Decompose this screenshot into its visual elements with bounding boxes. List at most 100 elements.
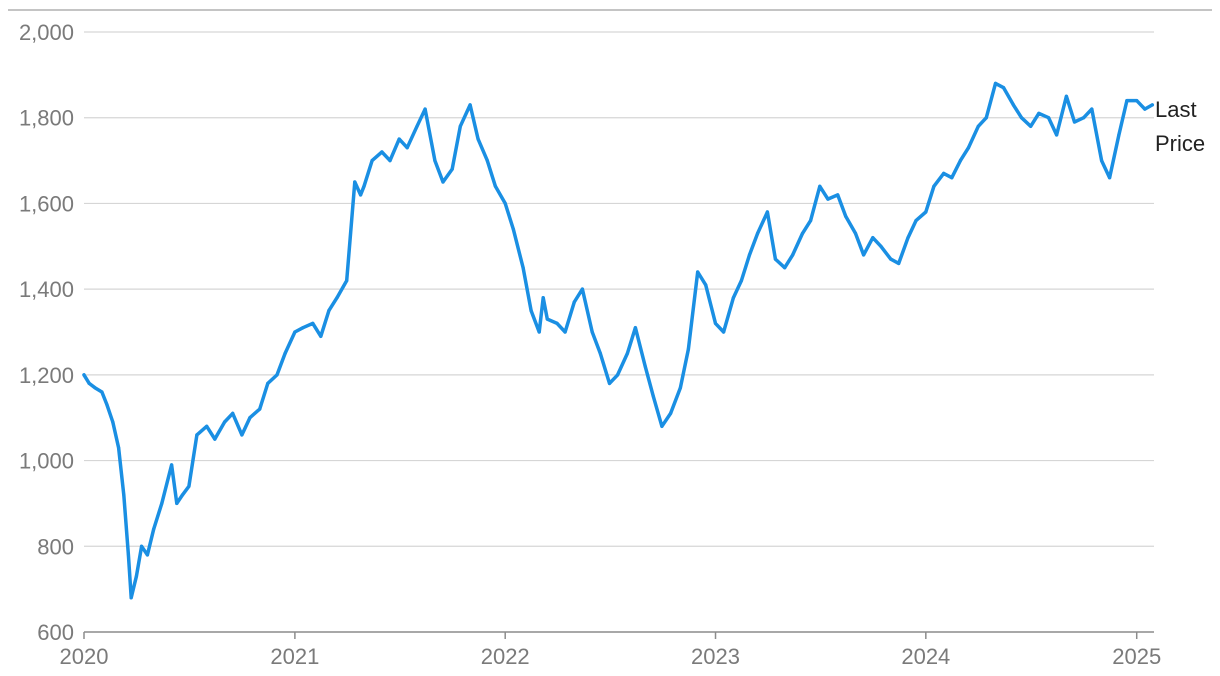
data-point (836, 193, 840, 197)
data-point (598, 351, 602, 355)
data-point (359, 193, 363, 197)
data-point (731, 296, 736, 300)
data-point (1002, 86, 1006, 90)
data-point (122, 493, 126, 497)
data-point (248, 416, 252, 420)
x-tick-label: 2021 (270, 644, 319, 669)
data-point (1125, 99, 1129, 103)
y-tick-label: 1,800 (19, 106, 74, 131)
data-point (405, 146, 409, 150)
data-point (87, 381, 91, 385)
data-point (266, 381, 270, 385)
y-tick-label: 1,600 (19, 191, 74, 216)
x-tick-label: 2024 (901, 644, 950, 669)
data-point (800, 231, 805, 235)
data-point (1037, 111, 1041, 115)
data-point (563, 330, 567, 334)
data-point (713, 321, 718, 325)
data-point (129, 596, 133, 600)
y-tick-label: 1,000 (19, 449, 74, 474)
data-point (503, 201, 507, 205)
data-point (231, 411, 235, 415)
data-point (1135, 99, 1139, 103)
data-point (942, 171, 946, 175)
x-tick-label: 2022 (481, 644, 530, 669)
data-point (187, 484, 191, 488)
data-point (126, 553, 130, 557)
data-point (468, 103, 472, 107)
data-point (773, 257, 778, 261)
data-point (529, 309, 533, 313)
x-axis-tick-marks (83, 632, 1138, 639)
data-point (160, 501, 164, 505)
data-point (301, 326, 305, 330)
data-point (145, 553, 149, 557)
data-point (862, 253, 866, 257)
data-point (747, 253, 752, 257)
data-point (380, 150, 384, 154)
data-point (879, 244, 883, 248)
data-point (117, 446, 121, 450)
data-point (678, 386, 683, 390)
data-point (722, 330, 726, 334)
data-point (415, 124, 419, 128)
data-point (213, 437, 217, 441)
data-point (555, 321, 559, 325)
data-point (1047, 116, 1051, 120)
data-point (493, 184, 497, 188)
data-point (616, 373, 620, 377)
data-point (327, 309, 331, 313)
data-point (1072, 120, 1077, 124)
data-point (1150, 103, 1154, 107)
data-point (335, 296, 339, 300)
data-point (950, 176, 954, 180)
data-point (976, 124, 980, 128)
data-point (319, 334, 323, 338)
data-point (311, 321, 315, 325)
data-point (660, 424, 664, 428)
data-point (82, 373, 86, 377)
data-point (1082, 116, 1086, 120)
data-point (844, 214, 848, 218)
data-point (545, 317, 549, 321)
y-tick-label: 2,000 (19, 20, 74, 45)
data-point (370, 159, 374, 163)
data-point (906, 236, 910, 240)
y-tick-label: 800 (37, 534, 74, 559)
data-point (924, 210, 928, 214)
data-point (696, 270, 700, 274)
data-point (958, 159, 963, 163)
data-point (572, 300, 576, 304)
x-axis-tick-labels: 2020 2021 2022 2023 2024 2025 (60, 644, 1162, 669)
data-point (541, 296, 545, 300)
data-point (643, 364, 647, 368)
data-point (1100, 159, 1104, 163)
data-point (1108, 176, 1112, 180)
data-point (1117, 133, 1121, 137)
x-tick-label: 2023 (691, 644, 740, 669)
data-point (580, 287, 585, 291)
data-point (388, 159, 392, 163)
data-point (511, 227, 515, 231)
series-label: Last Price (1155, 97, 1205, 156)
data-point (152, 527, 156, 531)
data-point (1019, 116, 1024, 120)
data-point (111, 420, 115, 424)
data-point (1055, 133, 1059, 137)
data-point (93, 386, 97, 390)
data-point (362, 184, 366, 188)
data-point (275, 373, 279, 377)
series-line (82, 81, 1155, 600)
x-tick-label: 2025 (1112, 644, 1161, 669)
data-point (826, 197, 830, 201)
data-point (423, 107, 427, 111)
data-point (932, 184, 936, 188)
x-tick-label: 2020 (60, 644, 109, 669)
data-point (607, 381, 612, 385)
data-point (1143, 107, 1147, 111)
data-point (195, 433, 199, 437)
y-tick-label: 1,200 (19, 363, 74, 388)
data-point (476, 137, 480, 141)
data-point (134, 574, 138, 578)
